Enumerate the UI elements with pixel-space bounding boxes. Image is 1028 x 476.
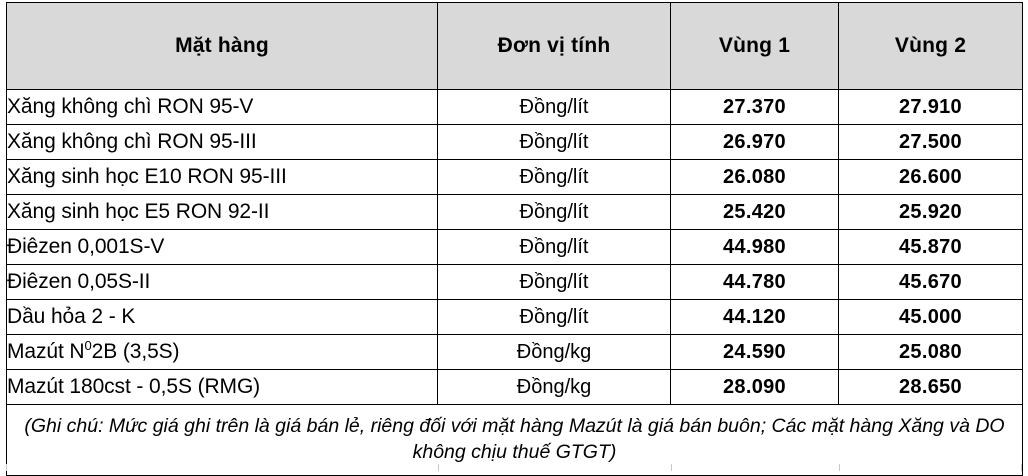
table-row: Mazút N02B (3,5S) Đồng/kg 24.590 25.080 xyxy=(6,334,1023,370)
cell-price-zone-2: 25.920 xyxy=(838,194,1023,230)
cell-price-zone-2: 45.870 xyxy=(838,229,1023,265)
cell-unit: Đồng/lít xyxy=(437,159,671,195)
cell-price-zone-2: 27.500 xyxy=(838,124,1023,160)
cell-product-name: Xăng sinh học E5 RON 92-II xyxy=(6,194,438,230)
column-header-unit: Đơn vị tính xyxy=(437,2,671,90)
cell-price-zone-1: 26.080 xyxy=(670,159,839,195)
cell-product-name: Dầu hỏa 2 - K xyxy=(6,299,438,335)
cell-price-zone-2: 45.000 xyxy=(838,299,1023,335)
cell-price-zone-1: 24.590 xyxy=(670,334,839,370)
table-row: Xăng sinh học E10 RON 95-III Đồng/lít 26.0… xyxy=(6,159,1023,195)
column-header-zone-2: Vùng 2 xyxy=(838,2,1023,90)
cell-price-zone-1: 27.370 xyxy=(670,89,839,125)
table-header-row: Mặt hàng Đơn vị tính Vùng 1 Vùng 2 xyxy=(6,2,1023,90)
table-header: Mặt hàng Đơn vị tính Vùng 1 Vùng 2 xyxy=(6,2,1023,90)
cell-product-name: Xăng không chì RON 95-III xyxy=(6,124,438,160)
cell-unit: Đồng/lít xyxy=(437,229,671,265)
table-row: Dầu hỏa 2 - K Đồng/lít 44.120 45.000 xyxy=(6,299,1023,335)
cell-unit: Đồng/lít xyxy=(437,264,671,300)
table-row: Mazút 180cst - 0,5S (RMG) Đồng/kg 28.090 28… xyxy=(6,369,1023,405)
cell-price-zone-1: 44.780 xyxy=(670,264,839,300)
product-name-superscript: 0 xyxy=(84,338,92,353)
table-row: Điêzen 0,001S-V Đồng/lít 44.980 45.870 xyxy=(6,229,1023,265)
table-row: Xăng không chì RON 95-III Đồng/lít 26.970 2… xyxy=(6,124,1023,160)
cell-product-name: Mazút 180cst - 0,5S (RMG) xyxy=(6,369,438,405)
cell-unit: Đồng/kg xyxy=(437,334,671,370)
cell-price-zone-2: 45.670 xyxy=(838,264,1023,300)
cell-product-name: Điêzen 0,001S-V xyxy=(6,229,438,265)
cell-price-zone-1: 26.970 xyxy=(670,124,839,160)
cut-off-bottom-row xyxy=(6,464,1022,471)
table-row: Điêzen 0,05S-II Đồng/lít 44.780 45.670 xyxy=(6,264,1023,300)
table-body: Xăng không chì RON 95-V Đồng/lít 27.370 27.… xyxy=(6,89,1023,476)
product-name-prefix: Mazút N xyxy=(7,340,85,363)
cell-unit: Đồng/lít xyxy=(437,124,671,160)
grid-line xyxy=(839,464,840,471)
table-row: Xăng sinh học E5 RON 92-II Đồng/lít 25.420… xyxy=(6,194,1023,230)
cell-unit: Đồng/kg xyxy=(437,369,671,405)
cell-price-zone-1: 44.120 xyxy=(670,299,839,335)
column-header-name: Mặt hàng xyxy=(6,2,438,90)
product-name-suffix: 2B (3,5S) xyxy=(91,340,180,363)
cell-unit: Đồng/lít xyxy=(437,89,671,125)
fuel-price-table: Mặt hàng Đơn vị tính Vùng 1 Vùng 2 Xăng … xyxy=(6,2,1023,476)
grid-line xyxy=(671,464,672,471)
cell-price-zone-2: 26.600 xyxy=(838,159,1023,195)
cell-price-zone-2: 27.910 xyxy=(838,89,1023,125)
cell-unit: Đồng/lít xyxy=(437,299,671,335)
cell-price-zone-1: 44.980 xyxy=(670,229,839,265)
cell-product-name: Xăng sinh học E10 RON 95-III xyxy=(6,159,438,195)
cell-unit: Đồng/lít xyxy=(437,194,671,230)
table-row: Xăng không chì RON 95-V Đồng/lít 27.370 27.… xyxy=(6,89,1023,125)
cell-price-zone-2: 25.080 xyxy=(838,334,1023,370)
cell-product-name: Xăng không chì RON 95-V xyxy=(6,89,438,125)
column-header-zone-1: Vùng 1 xyxy=(670,2,839,90)
cell-price-zone-1: 28.090 xyxy=(670,369,839,405)
grid-line xyxy=(438,464,439,471)
cell-product-name: Điêzen 0,05S-II xyxy=(6,264,438,300)
cell-product-name: Mazút N02B (3,5S) xyxy=(6,334,438,370)
cell-price-zone-2: 28.650 xyxy=(838,369,1023,405)
cell-price-zone-1: 25.420 xyxy=(670,194,839,230)
